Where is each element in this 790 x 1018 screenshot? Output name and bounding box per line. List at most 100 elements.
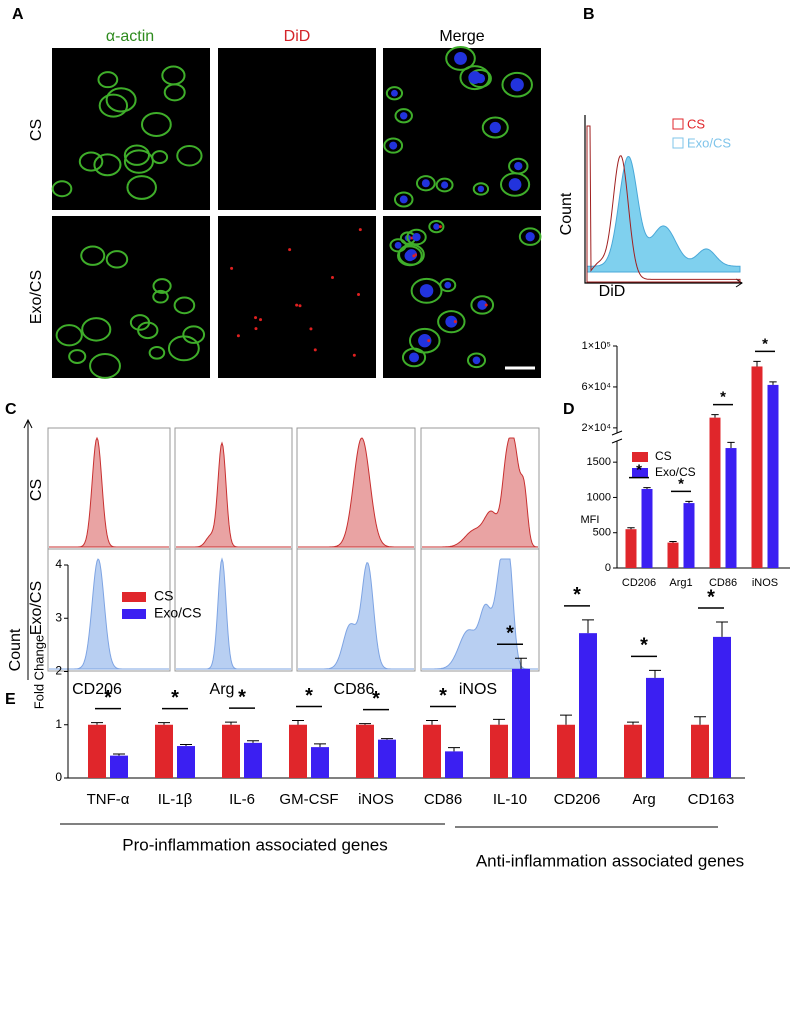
- bar: [691, 724, 709, 778]
- group-label: Anti-inflammation associated genes: [476, 851, 744, 870]
- cell: [126, 175, 157, 200]
- significance-mark: *: [762, 335, 768, 352]
- bar: [725, 448, 737, 568]
- histogram: [49, 558, 169, 670]
- y-tick-label: 4: [55, 557, 62, 571]
- dye: [484, 303, 488, 307]
- error-bar: [560, 714, 572, 725]
- column-label: CD86: [334, 681, 375, 698]
- error-bar: [627, 527, 635, 530]
- histogram-frame: [174, 548, 293, 672]
- error-bar: [649, 669, 661, 678]
- legend-swatch: [672, 118, 684, 130]
- error-bar: [314, 743, 326, 748]
- axis-label: MFI: [581, 514, 600, 526]
- error-bar: [727, 441, 735, 449]
- y-tick-label: 2×10⁴: [581, 422, 611, 434]
- legend-label: Exo/CS: [687, 135, 731, 150]
- bar: [490, 724, 508, 778]
- charts: 2×10⁴6×10⁴1×10⁵050010001500MFICSExo/CSCD…: [31, 335, 790, 870]
- x-tick-label: CD86: [424, 791, 462, 808]
- x-tick-label: iNOS: [358, 791, 394, 808]
- cell: [105, 87, 137, 113]
- y-tick-label: 500: [593, 527, 611, 539]
- micrograph: [218, 216, 376, 378]
- legend-swatch: [122, 609, 146, 619]
- bar: [110, 755, 128, 778]
- legend-label: CS: [655, 449, 672, 463]
- histogram-frame: [47, 427, 171, 550]
- histogram: [422, 558, 538, 670]
- cell: [410, 277, 443, 304]
- nucleus: [412, 232, 421, 242]
- cell: [439, 278, 457, 293]
- cell: [501, 71, 533, 98]
- y-tick-label: 6×10⁴: [581, 381, 611, 393]
- error-bar: [769, 381, 777, 385]
- cell: [394, 108, 413, 124]
- legend-swatch: [632, 468, 648, 478]
- dye: [230, 266, 234, 270]
- bar: [625, 529, 637, 568]
- cell: [385, 86, 404, 101]
- cell: [123, 149, 154, 174]
- bar: [289, 724, 307, 778]
- significance-mark: *: [506, 622, 514, 644]
- x-tick-label: CD206: [622, 577, 656, 589]
- row-label: Exo/CS: [28, 270, 45, 324]
- dye: [295, 303, 299, 307]
- bar: [88, 724, 106, 778]
- cell: [182, 325, 206, 344]
- significance-mark: *: [104, 687, 112, 709]
- bar: [579, 633, 597, 778]
- column-label: CD206: [72, 681, 122, 698]
- nucleus: [404, 250, 416, 262]
- cell: [445, 45, 476, 71]
- legend-label: CS: [154, 588, 173, 604]
- cell: [466, 352, 487, 369]
- nucleus: [433, 223, 440, 230]
- nucleus: [525, 232, 535, 242]
- cell: [518, 227, 542, 246]
- y-tick-label: 1500: [587, 456, 611, 468]
- x-tick-label: IL-1β: [158, 791, 193, 808]
- bar: [244, 742, 262, 778]
- x-tick-label: iNOS: [752, 577, 778, 589]
- significance-mark: *: [636, 462, 642, 479]
- error-bar: [292, 719, 304, 725]
- nucleus: [454, 51, 467, 65]
- column-label: iNOS: [459, 681, 497, 698]
- cell: [98, 93, 129, 118]
- panel-label: C: [5, 401, 17, 418]
- y-tick-label: 1×10⁵: [582, 340, 611, 352]
- histogram: [586, 155, 741, 273]
- bar: [423, 724, 441, 778]
- legend-label: Exo/CS: [655, 465, 696, 479]
- column-label: Merge: [439, 28, 484, 45]
- nucleus: [477, 185, 485, 193]
- significance-mark: *: [720, 389, 726, 406]
- histogram-frame: [174, 427, 293, 550]
- nucleus: [508, 178, 522, 191]
- panel-label: D: [563, 401, 575, 418]
- error-bar: [515, 657, 527, 669]
- nucleus: [489, 121, 501, 134]
- micrographs: [51, 45, 542, 379]
- x-tick-label: IL-6: [229, 791, 255, 808]
- row-label: Exo/CS: [28, 581, 45, 635]
- cell: [89, 352, 121, 379]
- dye: [236, 334, 240, 338]
- legend-swatch: [122, 592, 146, 602]
- error-bar: [643, 487, 651, 489]
- significance-mark: *: [372, 688, 380, 710]
- cell: [470, 295, 495, 315]
- panel-label: B: [583, 6, 595, 23]
- significance-mark: *: [305, 685, 313, 707]
- dye: [254, 327, 258, 331]
- histogram: [49, 436, 169, 548]
- histogram: [298, 437, 414, 548]
- significance-mark: *: [439, 685, 447, 707]
- cell: [408, 327, 441, 354]
- y-tick-label: 1000: [587, 491, 611, 503]
- bar: [356, 724, 374, 778]
